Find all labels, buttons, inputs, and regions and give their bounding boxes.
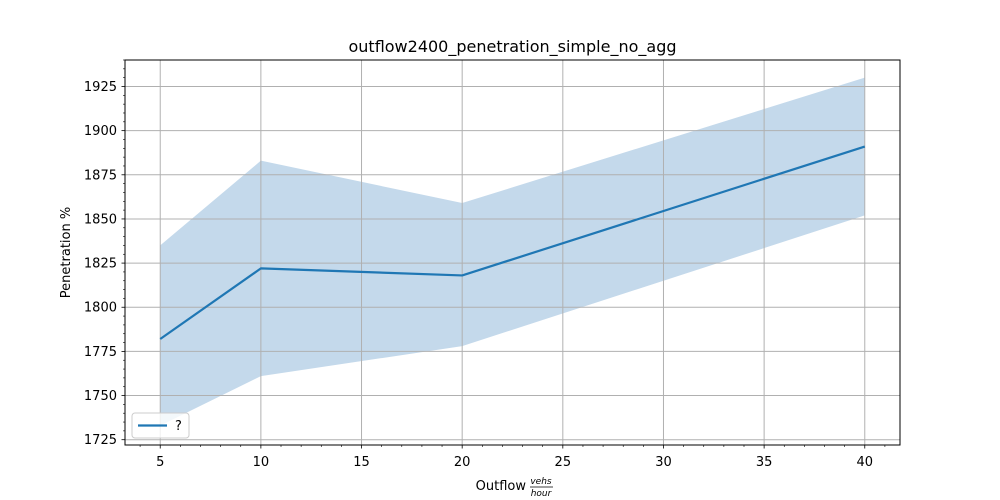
y-tick-label-1775: 1775 <box>84 345 117 360</box>
x-tick-label-20: 20 <box>454 455 471 470</box>
x-axis-unit-denominator: hour <box>531 489 553 499</box>
y-tick-label-1725: 1725 <box>84 433 117 448</box>
x-tick-label-30: 30 <box>655 455 672 470</box>
y-tick-label-1925: 1925 <box>84 80 117 95</box>
x-tick-label-35: 35 <box>756 455 773 470</box>
x-axis-unit-numerator: vehs <box>530 477 552 487</box>
y-tick-label-1800: 1800 <box>84 301 117 316</box>
legend-entry-label: ? <box>175 419 182 434</box>
x-tick-label-10: 10 <box>253 455 270 470</box>
x-tick-label-5: 5 <box>156 455 164 470</box>
plot-frame <box>124 59 901 446</box>
legend: ? <box>131 412 190 439</box>
y-tick-label-1750: 1750 <box>84 389 117 404</box>
x-tick-label-40: 40 <box>856 455 873 470</box>
x-axis-label-group: Outflow vehs hour <box>476 477 553 499</box>
y-tick-label-1825: 1825 <box>84 257 117 272</box>
tick-layer: 5 10 15 20 25 30 35 40 1725 1750 1775 1800 1825 1850 1… <box>84 59 886 470</box>
x-tick-label-25: 25 <box>555 455 572 470</box>
y-tick-label-1900: 1900 <box>84 124 117 139</box>
y-tick-label-1850: 1850 <box>84 212 117 227</box>
grid-layer <box>125 60 900 445</box>
y-tick-label-1875: 1875 <box>84 168 117 183</box>
series-line-layer <box>159 145 866 340</box>
y-axis-label: Penetration % <box>59 207 74 298</box>
confidence-band-0 <box>160 77 865 426</box>
x-axis-label: Outflow <box>476 479 527 494</box>
chart-title: outflow2400_penetration_simple_no_agg <box>348 37 676 57</box>
x-tick-label-15: 15 <box>353 455 370 470</box>
confidence-band-layer <box>160 77 865 426</box>
series-line-0 <box>159 145 866 340</box>
